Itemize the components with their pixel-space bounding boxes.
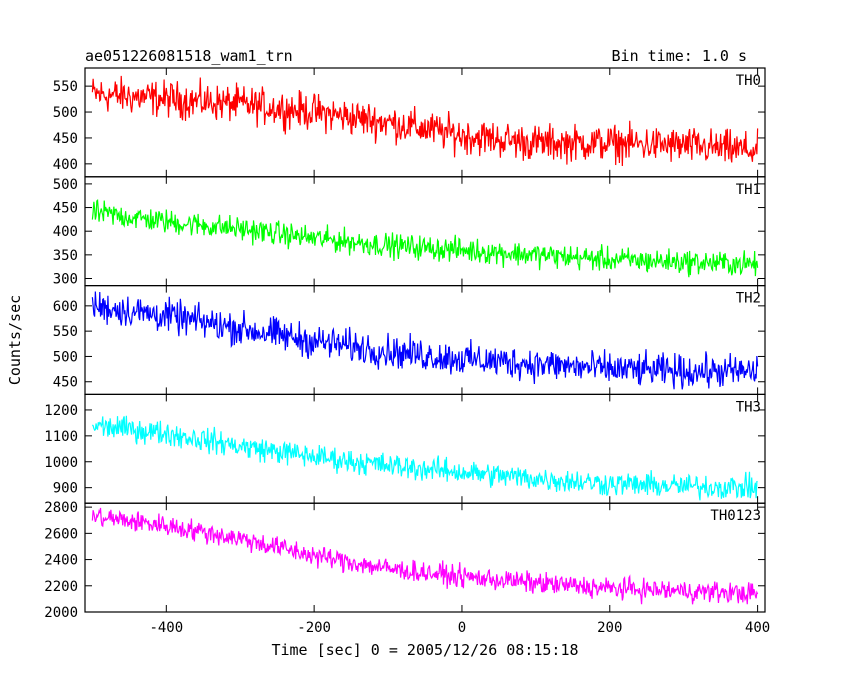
- y-axis-label: Counts/sec: [6, 295, 24, 385]
- y-tick-label: 2600: [44, 526, 78, 542]
- x-axis-label: Time [sec] 0 = 2005/12/26 08:15:18: [271, 641, 578, 659]
- series-line-th3: [91, 415, 758, 501]
- y-tick-label: 400: [53, 224, 78, 240]
- x-tick-label: -200: [297, 620, 331, 636]
- y-tick-label: 2000: [44, 605, 78, 621]
- series-line-th0123: [91, 507, 759, 605]
- y-tick-label: 500: [53, 105, 78, 121]
- series-line-th2: [91, 291, 759, 390]
- x-axis: -400 -200 0 200 400: [149, 620, 770, 636]
- panel-frame: [84, 502, 766, 613]
- panel-th0123: 2000 2200 2400 2600 2800 TH0123: [44, 500, 766, 621]
- y-tick-label: 450: [53, 131, 78, 147]
- y-tick-label: 600: [53, 299, 78, 315]
- panel-th2: 450 500 550 600 TH2: [53, 285, 766, 396]
- panel-label: TH3: [736, 399, 761, 415]
- panels: 400 450 500 550 TH0 300 350 400 450 500 TH1 450 500 5…: [44, 67, 766, 621]
- y-tick-label: 350: [53, 248, 78, 264]
- y-tick-label: 300: [53, 272, 78, 288]
- y-tick-label: 1200: [44, 403, 78, 419]
- panel-label: TH1: [736, 182, 761, 198]
- panel-label: TH0: [736, 73, 761, 89]
- y-tick-label: 500: [53, 349, 78, 365]
- series-line-th1: [91, 198, 759, 278]
- panel-frame: [84, 176, 766, 287]
- panel-label: TH0123: [710, 508, 761, 524]
- y-tick-label: 550: [53, 324, 78, 340]
- y-tick-label: 1000: [44, 455, 78, 471]
- chart-subtitle: Bin time: 1.0 s: [612, 47, 747, 65]
- panel-frame: [84, 285, 766, 396]
- y-tick-label: 900: [53, 481, 78, 497]
- x-tick-label: 400: [745, 620, 770, 636]
- y-tick-label: 550: [53, 79, 78, 95]
- panel-th0: 400 450 500 550 TH0: [53, 67, 766, 178]
- y-tick-label: 500: [53, 177, 78, 193]
- y-tick-label: 2400: [44, 553, 78, 569]
- y-tick-label: 450: [53, 201, 78, 217]
- x-tick-label: 0: [458, 620, 466, 636]
- panel-label: TH2: [736, 291, 761, 307]
- y-tick-label: 2200: [44, 579, 78, 595]
- chart-title: ae051226081518_wam1_trn: [85, 47, 293, 65]
- series-line-th0: [91, 75, 759, 166]
- panel-th1: 300 350 400 450 500 TH1: [53, 176, 766, 288]
- y-tick-label: 2800: [44, 500, 78, 516]
- y-tick-label: 400: [53, 157, 78, 173]
- y-tick-label: 450: [53, 375, 78, 391]
- y-tick-label: 1100: [44, 429, 78, 445]
- x-tick-label: 200: [597, 620, 622, 636]
- panel-th3: 900 1000 1100 1200 TH3: [44, 393, 766, 504]
- x-tick-label: -400: [149, 620, 183, 636]
